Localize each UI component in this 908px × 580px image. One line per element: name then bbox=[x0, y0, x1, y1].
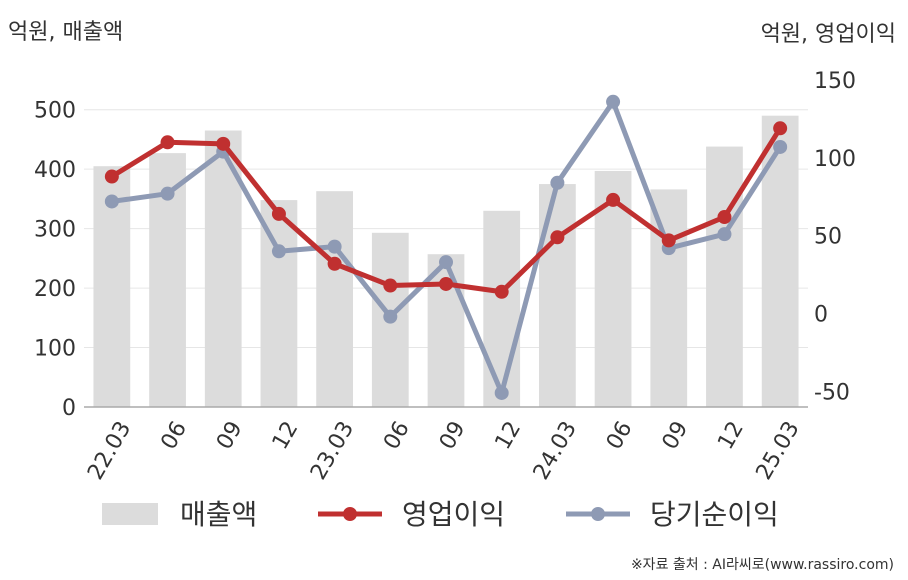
bar-revenue bbox=[706, 146, 743, 407]
x-tick-label: 23.03 bbox=[306, 417, 359, 484]
point-net-income bbox=[439, 255, 453, 270]
x-tick-label: 06 bbox=[156, 417, 192, 454]
point-operating-profit bbox=[327, 256, 342, 271]
point-net-income bbox=[383, 309, 398, 324]
bar-revenue bbox=[316, 191, 353, 407]
bar-revenue bbox=[539, 184, 576, 407]
legend-swatch-revenue bbox=[102, 503, 158, 525]
x-tick-label: 12 bbox=[491, 417, 527, 454]
point-operating-profit bbox=[494, 284, 509, 299]
point-operating-profit bbox=[104, 169, 119, 184]
lines bbox=[104, 94, 788, 400]
point-operating-profit bbox=[606, 192, 621, 207]
bar-revenue bbox=[260, 200, 298, 407]
point-net-income bbox=[606, 94, 621, 109]
y-right-tick-label: 100 bbox=[814, 147, 856, 172]
x-tick-label: 06 bbox=[379, 417, 415, 454]
point-operating-profit bbox=[271, 206, 286, 221]
left-axis-unit-label: 억원, 매출액 bbox=[8, 20, 124, 45]
bar-revenue bbox=[483, 210, 521, 407]
point-net-income bbox=[104, 194, 119, 209]
point-net-income bbox=[494, 385, 509, 400]
source-note: ※자료 출처 : AI라씨로(www.rassiro.com) bbox=[630, 557, 894, 573]
x-tick-label: 09 bbox=[658, 417, 694, 454]
point-operating-profit bbox=[550, 230, 565, 245]
point-net-income bbox=[717, 227, 732, 242]
x-tick-label: 12 bbox=[268, 417, 304, 454]
point-net-income bbox=[271, 244, 286, 259]
point-operating-profit bbox=[661, 233, 676, 248]
right-axis-unit-label: 억원, 영업이익 bbox=[760, 22, 896, 47]
y-left-tick-label: 200 bbox=[34, 277, 76, 302]
y-left-tick-label: 400 bbox=[34, 158, 76, 183]
legend-label-operating-profit: 영업이익 bbox=[402, 498, 505, 531]
point-net-income bbox=[550, 175, 565, 190]
point-operating-profit bbox=[717, 210, 732, 225]
point-operating-profit bbox=[216, 136, 231, 151]
point-net-income bbox=[160, 186, 175, 201]
point-operating-profit bbox=[439, 276, 453, 291]
point-operating-profit bbox=[773, 121, 788, 136]
y-left-tick-label: 300 bbox=[34, 218, 76, 243]
y-right-tick-label: -50 bbox=[814, 380, 850, 405]
legend: 매출액 영업이익 당기순이익 bbox=[102, 498, 779, 531]
y-left-tick-label: 0 bbox=[62, 396, 76, 421]
point-operating-profit bbox=[160, 135, 175, 150]
y-right-tick-label: 50 bbox=[814, 225, 842, 250]
bars-revenue bbox=[93, 115, 799, 407]
x-tick-label: 24.03 bbox=[529, 417, 582, 484]
x-tick-label: 09 bbox=[212, 417, 248, 454]
bar-revenue bbox=[761, 115, 799, 407]
x-tick-label: 25.03 bbox=[752, 417, 805, 484]
legend-marker-net-income bbox=[591, 507, 605, 521]
point-net-income bbox=[327, 239, 342, 254]
x-tick-label: 06 bbox=[602, 417, 638, 454]
legend-marker-operating-profit bbox=[343, 507, 357, 521]
y-right-tick-label: 150 bbox=[814, 69, 856, 94]
y-right-tick-label: 0 bbox=[814, 303, 828, 328]
y-left-tick-label: 500 bbox=[34, 99, 76, 124]
x-tick-label: 09 bbox=[435, 417, 471, 454]
x-tick-label: 22.03 bbox=[83, 417, 136, 484]
y-left-tick-label: 100 bbox=[34, 337, 76, 362]
point-net-income bbox=[773, 139, 788, 154]
legend-label-net-income: 당기순이익 bbox=[650, 498, 779, 531]
x-tick-label: 12 bbox=[713, 417, 749, 454]
legend-label-revenue: 매출액 bbox=[180, 498, 257, 531]
point-operating-profit bbox=[383, 278, 398, 293]
bar-revenue bbox=[650, 189, 688, 407]
